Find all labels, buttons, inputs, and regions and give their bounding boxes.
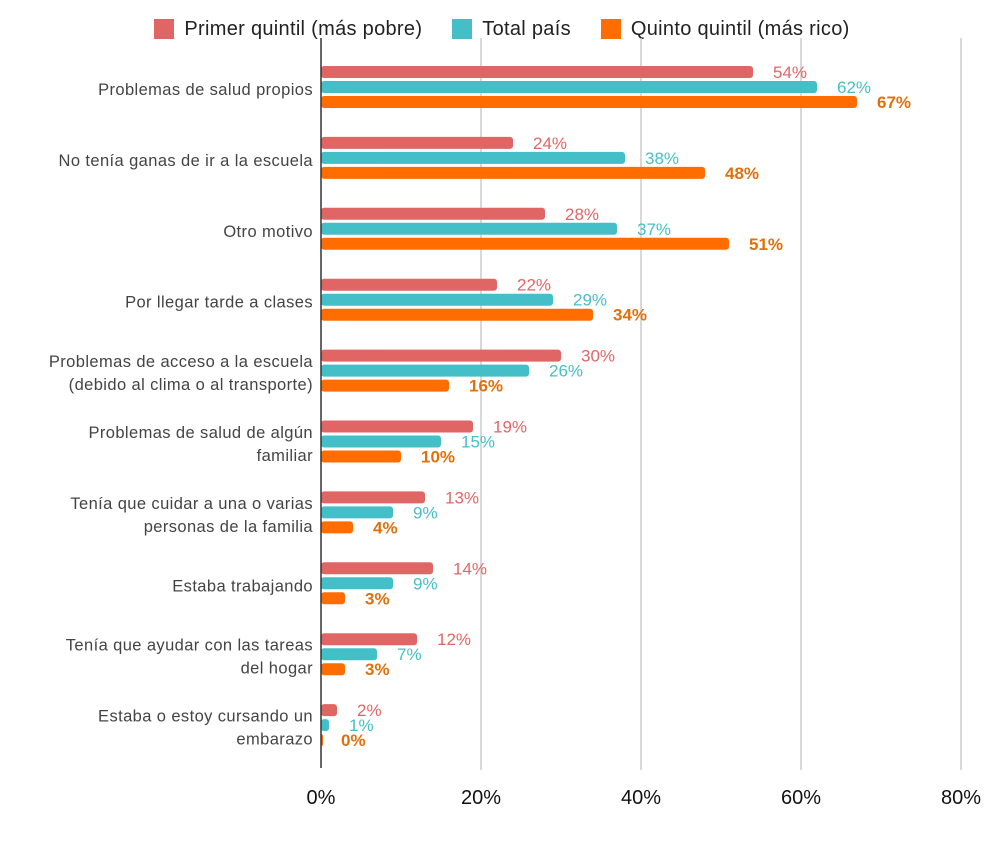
category-label: No tenía ganas de ir a la escuela: [59, 152, 314, 170]
data-label: 3%: [365, 660, 390, 679]
bar[interactable]: [321, 648, 377, 661]
bar[interactable]: [321, 349, 561, 362]
legend-label-primer-quintil: Primer quintil (más pobre): [184, 17, 423, 40]
bar[interactable]: [321, 278, 497, 291]
bar[interactable]: [321, 293, 553, 306]
bar[interactable]: [321, 81, 817, 93]
bar[interactable]: [321, 222, 617, 235]
data-label: 13%: [445, 488, 479, 507]
data-label: 19%: [493, 418, 527, 437]
data-label: 62%: [837, 78, 871, 97]
data-label: 48%: [725, 164, 759, 183]
bar[interactable]: [321, 151, 625, 164]
category-label: Estaba o estoy cursando un embarazo: [98, 708, 313, 749]
legend-item-quinto-quintil[interactable]: Quinto quintil (más rico): [600, 17, 850, 41]
legend: Primer quintil (más pobre) Total país Qu…: [0, 14, 1004, 44]
category-label: Problemas de salud de algún familiar: [88, 424, 313, 465]
data-label: 54%: [773, 63, 807, 82]
data-label: 9%: [413, 574, 438, 593]
data-label: 2%: [357, 701, 382, 720]
data-label: 24%: [533, 134, 567, 153]
data-label: 9%: [413, 503, 438, 522]
data-label: 3%: [365, 589, 390, 608]
data-label: 67%: [877, 93, 911, 112]
legend-swatch-quinto-quintil: [600, 19, 621, 39]
data-label: 22%: [517, 276, 551, 295]
x-tick-label: 40%: [621, 787, 661, 809]
data-label: 10%: [421, 448, 455, 467]
x-tick-label: 0%: [307, 787, 336, 809]
data-label: 0%: [341, 731, 366, 750]
legend-label-total-pais: Total país: [482, 17, 571, 40]
category-label: Por llegar tarde a clases: [125, 294, 313, 312]
data-label: 28%: [565, 205, 599, 224]
legend-item-primer-quintil[interactable]: Primer quintil (más pobre): [154, 18, 422, 41]
bar[interactable]: [321, 420, 473, 433]
bar[interactable]: [321, 308, 593, 321]
data-label: 4%: [373, 518, 398, 537]
category-label: Estaba trabajando: [172, 577, 313, 595]
x-tick-label: 60%: [781, 787, 821, 809]
legend-label-quinto-quintil: Quinto quintil (más rico): [630, 17, 850, 40]
bar[interactable]: [321, 136, 513, 149]
data-label: 34%: [613, 306, 647, 325]
category-label: Problemas de salud propios: [98, 81, 313, 99]
data-label: 37%: [637, 220, 671, 239]
data-label: 1%: [349, 716, 374, 735]
bar[interactable]: [321, 237, 729, 250]
bar[interactable]: [321, 491, 425, 504]
category-label: Tenía que cuidar a una o varias personas …: [70, 495, 313, 536]
bar[interactable]: [321, 435, 441, 448]
category-label: Problemas de acceso a la escuela (debido …: [49, 353, 314, 394]
bar[interactable]: [321, 96, 857, 108]
data-label: 16%: [469, 377, 503, 396]
data-label: 29%: [573, 291, 607, 310]
bar[interactable]: [321, 521, 353, 534]
bar[interactable]: [321, 450, 401, 463]
data-label: 14%: [453, 559, 487, 578]
bar[interactable]: [321, 704, 337, 717]
bar[interactable]: [321, 207, 545, 220]
bar[interactable]: [321, 364, 529, 377]
bar[interactable]: [321, 592, 345, 605]
bar[interactable]: [321, 506, 393, 519]
legend-swatch-total-pais: [452, 19, 473, 39]
data-label: 12%: [437, 630, 471, 649]
x-tick-label: 20%: [461, 787, 501, 809]
legend-item-total-pais[interactable]: Total país: [452, 18, 571, 41]
x-tick-label: 80%: [941, 787, 981, 809]
bar[interactable]: [321, 633, 417, 646]
data-label: 51%: [749, 235, 783, 254]
bar[interactable]: [321, 663, 345, 676]
data-label: 26%: [549, 362, 583, 381]
bar[interactable]: [321, 166, 705, 179]
category-label: Tenía que ayudar con las tareas del hogar: [66, 637, 313, 678]
data-label: 7%: [397, 645, 422, 664]
bar[interactable]: [321, 66, 753, 78]
bar[interactable]: [321, 577, 393, 590]
bar[interactable]: [321, 379, 449, 392]
data-label: 30%: [581, 347, 615, 366]
data-label: 15%: [461, 433, 495, 452]
bar[interactable]: [321, 719, 329, 732]
data-label: 38%: [645, 149, 679, 168]
bar[interactable]: [321, 562, 433, 575]
legend-swatch-primer-quintil: [154, 19, 175, 39]
category-label: Otro motivo: [223, 223, 313, 241]
